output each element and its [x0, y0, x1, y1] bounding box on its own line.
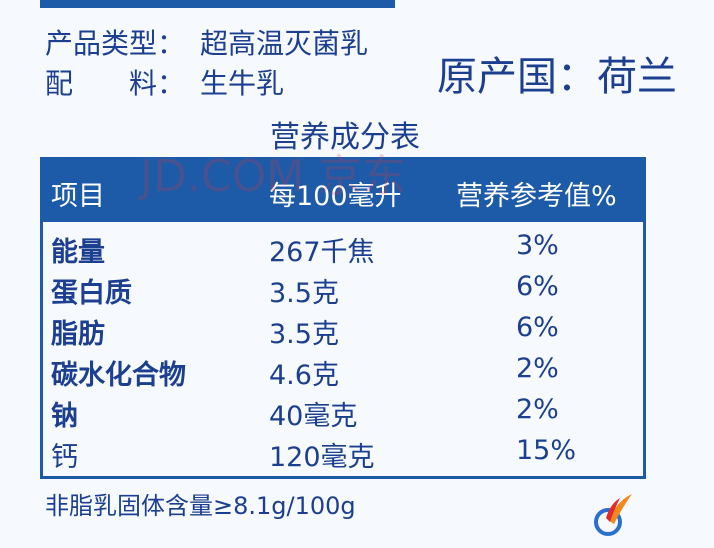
header-cell: 每100毫升	[269, 181, 402, 212]
footnote: 非脂乳固体含量≥8.1g/100g	[45, 492, 356, 520]
nutrient-name: 蛋白质	[51, 278, 132, 309]
watermark: JD.COM 京东	[140, 151, 407, 202]
origin: 原产国：荷兰	[437, 54, 677, 100]
amount: 4.6克	[269, 360, 339, 391]
table-header: 项目 每100毫升 营养参考值%	[43, 160, 643, 222]
nrv: 2%	[516, 394, 559, 425]
nutrient-name: 碳水化合物	[51, 360, 186, 391]
nutrient-name: 钙	[51, 442, 78, 473]
nrv: 6%	[516, 312, 559, 343]
amount: 3.5克	[269, 278, 339, 309]
amount: 40毫克	[269, 401, 358, 432]
nrv: 6%	[516, 271, 559, 302]
amount: 3.5克	[269, 319, 339, 350]
amount: 267千焦	[269, 237, 375, 268]
type-value: 超高温灭菌乳	[200, 27, 369, 60]
top-bar	[40, 0, 395, 8]
nutrient-name: 钠	[51, 401, 78, 432]
amount: 120毫克	[269, 442, 375, 473]
header-cell: 项目	[51, 181, 105, 212]
nutrient-name: 能量	[51, 237, 105, 268]
nrv: 15%	[516, 435, 577, 466]
nutrient-name: 脂肪	[51, 319, 105, 350]
header-cell: 营养参考值%	[456, 181, 617, 212]
table-title: 营养成分表	[270, 120, 420, 155]
nrv: 3%	[516, 230, 559, 261]
nutrition-table: 项目 每100毫升 营养参考值% 能量 267千焦 3% 蛋白质 3.5克 6% 脂肪 3.5…	[40, 157, 646, 479]
nrv: 2%	[516, 353, 559, 384]
ingredients-label: 配 料：	[45, 67, 186, 100]
ingredients-value: 生牛乳	[200, 67, 285, 100]
logo	[594, 494, 632, 536]
type-label: 产品类型：	[45, 27, 186, 60]
